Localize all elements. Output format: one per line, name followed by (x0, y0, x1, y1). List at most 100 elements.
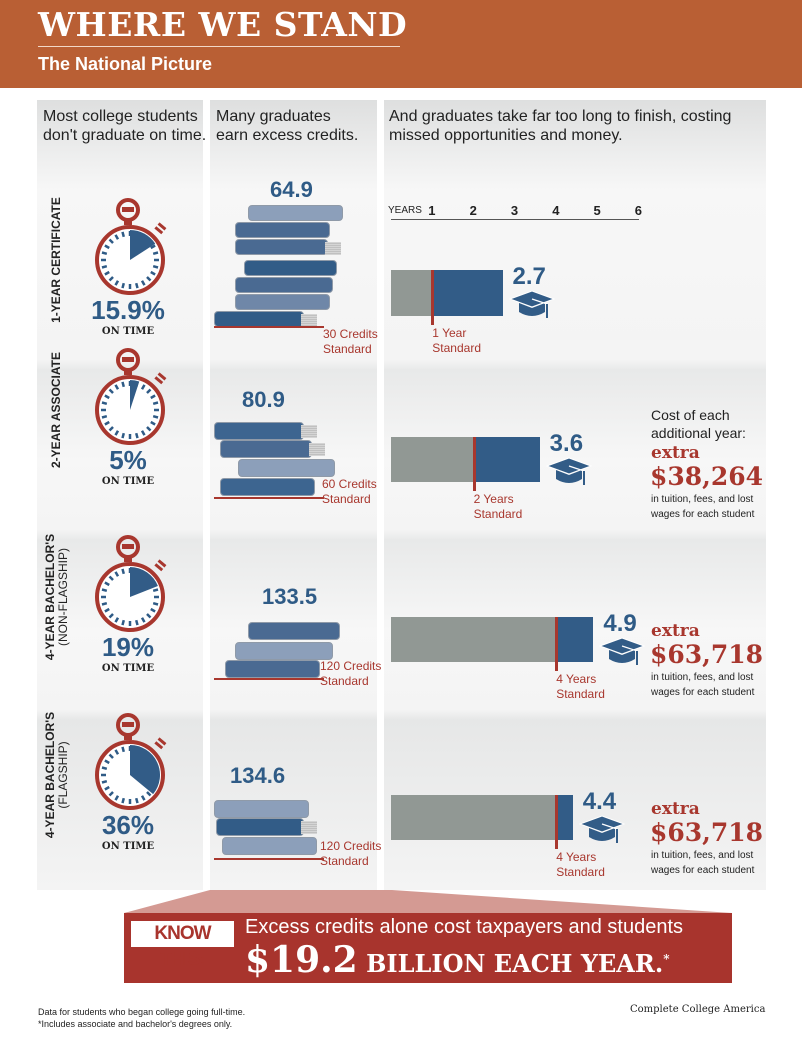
on-time-percent: 36% (101, 810, 155, 840)
standard-marker (431, 270, 435, 325)
credits-standard: 60 Credits (322, 477, 377, 491)
row-label: 4-YEAR BACHELOR'S (FLAGSHIP) (43, 705, 70, 845)
know-this-amount: $19.2 BILLION EACH YEAR.* (245, 940, 669, 984)
standard-word: Standard (556, 865, 605, 879)
callout-pointer (124, 890, 732, 913)
row-label: 1-YEAR CERTIFICATE (49, 190, 63, 330)
on-time-wedge (130, 230, 156, 260)
on-time-label: ON TIME (101, 663, 155, 674)
credits-standard-label: 30 Credits Standard (323, 327, 378, 357)
standard-years: 4 Years (556, 672, 597, 686)
actual-years-value: 3.6 (549, 430, 584, 457)
axis-line (391, 219, 639, 220)
row-label: 4-YEAR BACHELOR'S (NON-FLAGSHIP) (43, 527, 70, 667)
on-time-label: ON TIME (101, 326, 155, 337)
on-time-label: ON TIME (101, 476, 155, 487)
source-credit: Complete College America (630, 1004, 766, 1015)
amount-value: $19.2 (245, 939, 358, 981)
graduation-cap-icon (545, 457, 592, 485)
standard-years-label: 4 Years Standard (556, 850, 605, 880)
standard-years: 1 Year (432, 326, 467, 340)
standard-years-bar (391, 795, 557, 840)
standard-years-bar (391, 270, 433, 316)
know-this-tag: KNOW THIS: (131, 921, 234, 970)
cost-value: $38,264 (650, 462, 764, 491)
graduation-cap-icon (578, 815, 625, 843)
book-icon (220, 440, 325, 458)
on-time-label: ON TIME (101, 841, 155, 852)
standard-years-label: 1 Year Standard (432, 326, 481, 356)
on-time-wedge (130, 745, 160, 795)
know-this-text: Excess credits alone cost taxpayers and … (245, 916, 684, 938)
actual-years-value: 4.9 (603, 610, 637, 637)
row-label-text: 2-YEAR ASSOCIATE (49, 352, 63, 469)
cost-extra-label: extra (651, 799, 700, 819)
column-heading-credits: Many graduates earn excess credits. (216, 108, 359, 144)
header-banner (0, 0, 802, 88)
x-tick-label: 2 (469, 203, 477, 218)
actual-years-value: 2.7 (512, 263, 546, 290)
standard-word: Standard (323, 342, 372, 356)
actual-years-bar (556, 617, 594, 662)
x-tick-label: 4 (552, 203, 560, 218)
standard-word: Standard (473, 507, 523, 521)
cost-intro: Cost of each additional year: (651, 407, 746, 441)
credits-standard-line (214, 678, 324, 680)
standard-years-bar (391, 437, 474, 482)
credits-standard-line (214, 497, 324, 499)
credits-standard: 120 Credits (320, 839, 382, 853)
on-time-wedge (130, 380, 140, 410)
row-label-text: 1-YEAR CERTIFICATE (49, 197, 63, 323)
standard-marker (472, 437, 476, 491)
x-tick-label: 3 (510, 203, 519, 218)
book-icon (225, 660, 320, 678)
actual-years-value: 4.4 (582, 788, 617, 815)
book-icon (235, 277, 333, 293)
stopwatch-icon (95, 535, 167, 632)
x-tick-label: 1 (428, 203, 436, 218)
on-time-percent: 19% (101, 632, 155, 662)
graduation-cap-icon (508, 290, 555, 318)
title-divider (38, 46, 400, 47)
book-icon (214, 800, 309, 818)
column-heading-on-time: Most college students don't graduate on … (43, 108, 207, 144)
book-icon (222, 837, 317, 855)
credits-standard-line (214, 858, 324, 860)
footnote-2: *Includes associate and bachelor's degre… (38, 1019, 233, 1029)
column-heading-years: And graduates take far too long to finis… (389, 108, 732, 144)
page-subtitle: The National Picture (38, 54, 213, 74)
standard-word: Standard (320, 674, 369, 688)
page-title: WHERE WE STAND (38, 5, 408, 44)
book-icon (244, 260, 337, 276)
standard-years-bar (391, 617, 557, 662)
book-icon (248, 622, 340, 640)
credits-earned: 64.9 (270, 177, 313, 202)
standard-word: Standard (432, 341, 481, 355)
panel-years (384, 100, 766, 890)
actual-years-bar (432, 270, 503, 316)
book-icon (214, 311, 317, 327)
x-tick-label: 6 (634, 203, 643, 218)
row-label: 2-YEAR ASSOCIATE (49, 340, 63, 480)
standard-years-label: 4 Years Standard (556, 672, 605, 702)
book-icon (235, 239, 341, 255)
x-tick-label: 5 (593, 203, 601, 218)
credits-standard-label: 120 Credits Standard (320, 659, 381, 689)
stopwatch-icon (95, 348, 167, 445)
cost-value: $63,718 (650, 818, 764, 847)
credits-standard-label: 120 Credits Standard (320, 839, 381, 869)
book-icon (220, 478, 315, 496)
cost-extra-label: extra (651, 621, 700, 641)
amount-unit: BILLION EACH YEAR. (366, 949, 664, 978)
stopwatch-icon (95, 198, 167, 295)
on-time-wedge (130, 567, 158, 597)
credits-earned: 80.9 (242, 387, 285, 412)
book-icon (235, 294, 330, 310)
footnote-1: Data for students who began college goin… (38, 1007, 246, 1017)
axis-label: YEARS (388, 205, 422, 216)
credits-standard: 30 Credits (323, 327, 378, 341)
standard-word: Standard (556, 687, 605, 701)
stopwatch-icon (95, 713, 167, 810)
standard-years: 2 Years (473, 492, 514, 506)
cost-value: $63,718 (650, 640, 764, 669)
